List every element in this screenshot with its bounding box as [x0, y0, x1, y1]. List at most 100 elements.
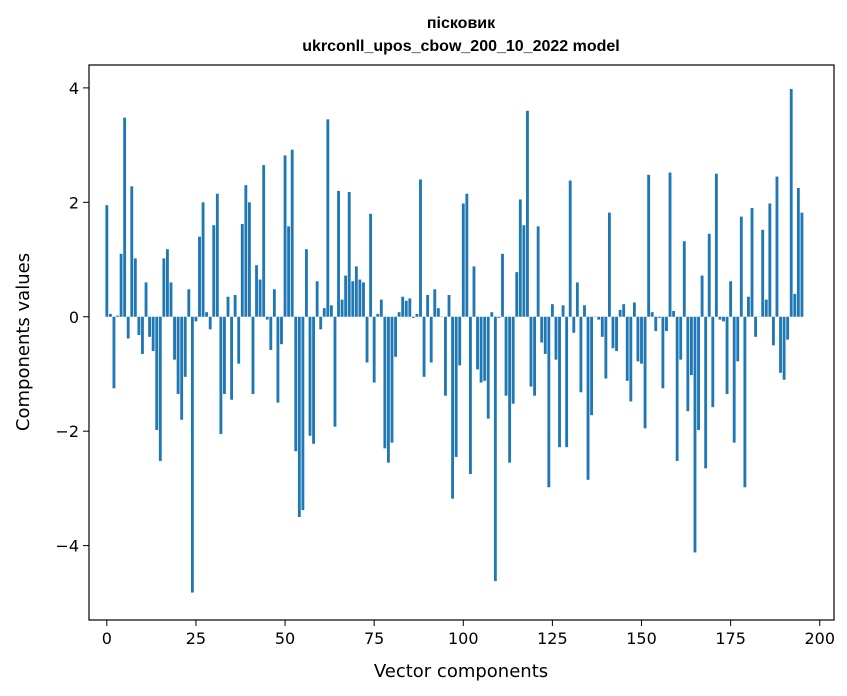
bar — [554, 316, 558, 360]
bar — [280, 316, 283, 345]
bar — [604, 316, 608, 379]
bar — [451, 316, 455, 499]
bar — [155, 316, 159, 431]
bar — [426, 295, 430, 317]
x-tick-label: 25 — [186, 629, 206, 648]
bar — [789, 89, 793, 317]
bar — [561, 305, 565, 317]
bar — [650, 312, 654, 317]
bar — [583, 305, 586, 317]
bar — [344, 275, 348, 317]
bar — [454, 316, 458, 457]
bar — [112, 316, 116, 389]
bar — [465, 193, 469, 317]
bar — [169, 282, 173, 317]
bar — [640, 316, 643, 364]
bar — [608, 212, 611, 317]
bar — [272, 289, 276, 317]
bar — [543, 316, 547, 354]
y-tick-label: −2 — [55, 422, 79, 441]
bar — [276, 316, 280, 403]
bar — [657, 316, 661, 318]
bar — [144, 282, 148, 317]
y-axis-ticks: −4 −2 0 2 4 — [55, 79, 89, 556]
bar — [782, 316, 786, 380]
bar — [340, 299, 344, 317]
y-tick-label: 4 — [69, 79, 79, 98]
bar — [269, 316, 273, 350]
bar — [504, 316, 508, 396]
bar — [579, 316, 583, 393]
bar — [262, 165, 266, 317]
y-tick-label: −4 — [55, 537, 79, 556]
bar — [240, 224, 244, 317]
bar — [116, 315, 119, 317]
bar — [237, 316, 241, 364]
x-axis-label: Vector components — [374, 661, 548, 682]
bar — [472, 266, 476, 317]
x-tick-label: 200 — [804, 629, 835, 648]
bar — [461, 203, 465, 317]
bar — [508, 316, 512, 463]
bar — [158, 316, 162, 461]
chart-title: пісковик — [427, 15, 496, 32]
bar — [586, 316, 590, 480]
bar — [290, 149, 294, 317]
bar — [166, 249, 169, 317]
bar — [572, 316, 576, 333]
bar — [123, 117, 127, 317]
bar — [372, 316, 376, 383]
bar — [643, 316, 647, 429]
bar — [575, 282, 579, 317]
bar — [725, 316, 729, 394]
bar — [329, 305, 333, 317]
bar — [130, 186, 134, 317]
bar — [793, 293, 797, 317]
x-tick-label: 175 — [715, 629, 746, 648]
bar — [219, 316, 223, 435]
bar — [183, 316, 187, 377]
chart-subtitle: ukrconll_upos_cbow_200_10_2022 model — [302, 38, 619, 55]
bar — [362, 282, 365, 317]
bar — [665, 316, 668, 332]
y-axis-label: Components values — [13, 253, 34, 431]
bar — [775, 176, 779, 317]
bar — [486, 316, 490, 419]
bar — [312, 316, 315, 444]
bar — [526, 110, 529, 317]
bar — [700, 275, 704, 317]
x-tick-label: 150 — [626, 629, 657, 648]
x-axis-ticks: 0 25 50 75 100 125 150 175 200 — [102, 620, 835, 648]
bar — [208, 316, 212, 330]
bar — [148, 316, 152, 337]
bar — [636, 316, 640, 362]
bar — [689, 316, 693, 376]
bar — [187, 289, 191, 317]
bar — [497, 316, 501, 318]
bar — [479, 316, 483, 383]
bar — [761, 229, 765, 317]
bar — [736, 316, 740, 362]
bar — [194, 316, 198, 322]
bar — [511, 316, 515, 404]
bar — [686, 316, 690, 412]
bar — [180, 316, 184, 420]
bar — [600, 316, 604, 337]
bar — [458, 316, 462, 366]
bar — [223, 316, 226, 394]
bar — [779, 316, 782, 373]
bar — [173, 316, 176, 360]
bar — [597, 316, 601, 320]
bar — [354, 266, 358, 317]
bar — [444, 316, 447, 396]
bar — [679, 316, 683, 360]
bar — [176, 316, 180, 394]
bar — [215, 193, 219, 317]
bar — [515, 272, 519, 317]
bar — [565, 316, 569, 448]
bar — [369, 213, 373, 317]
bar — [297, 316, 301, 518]
bar — [394, 316, 397, 357]
bar — [379, 299, 383, 317]
bar — [786, 316, 790, 340]
